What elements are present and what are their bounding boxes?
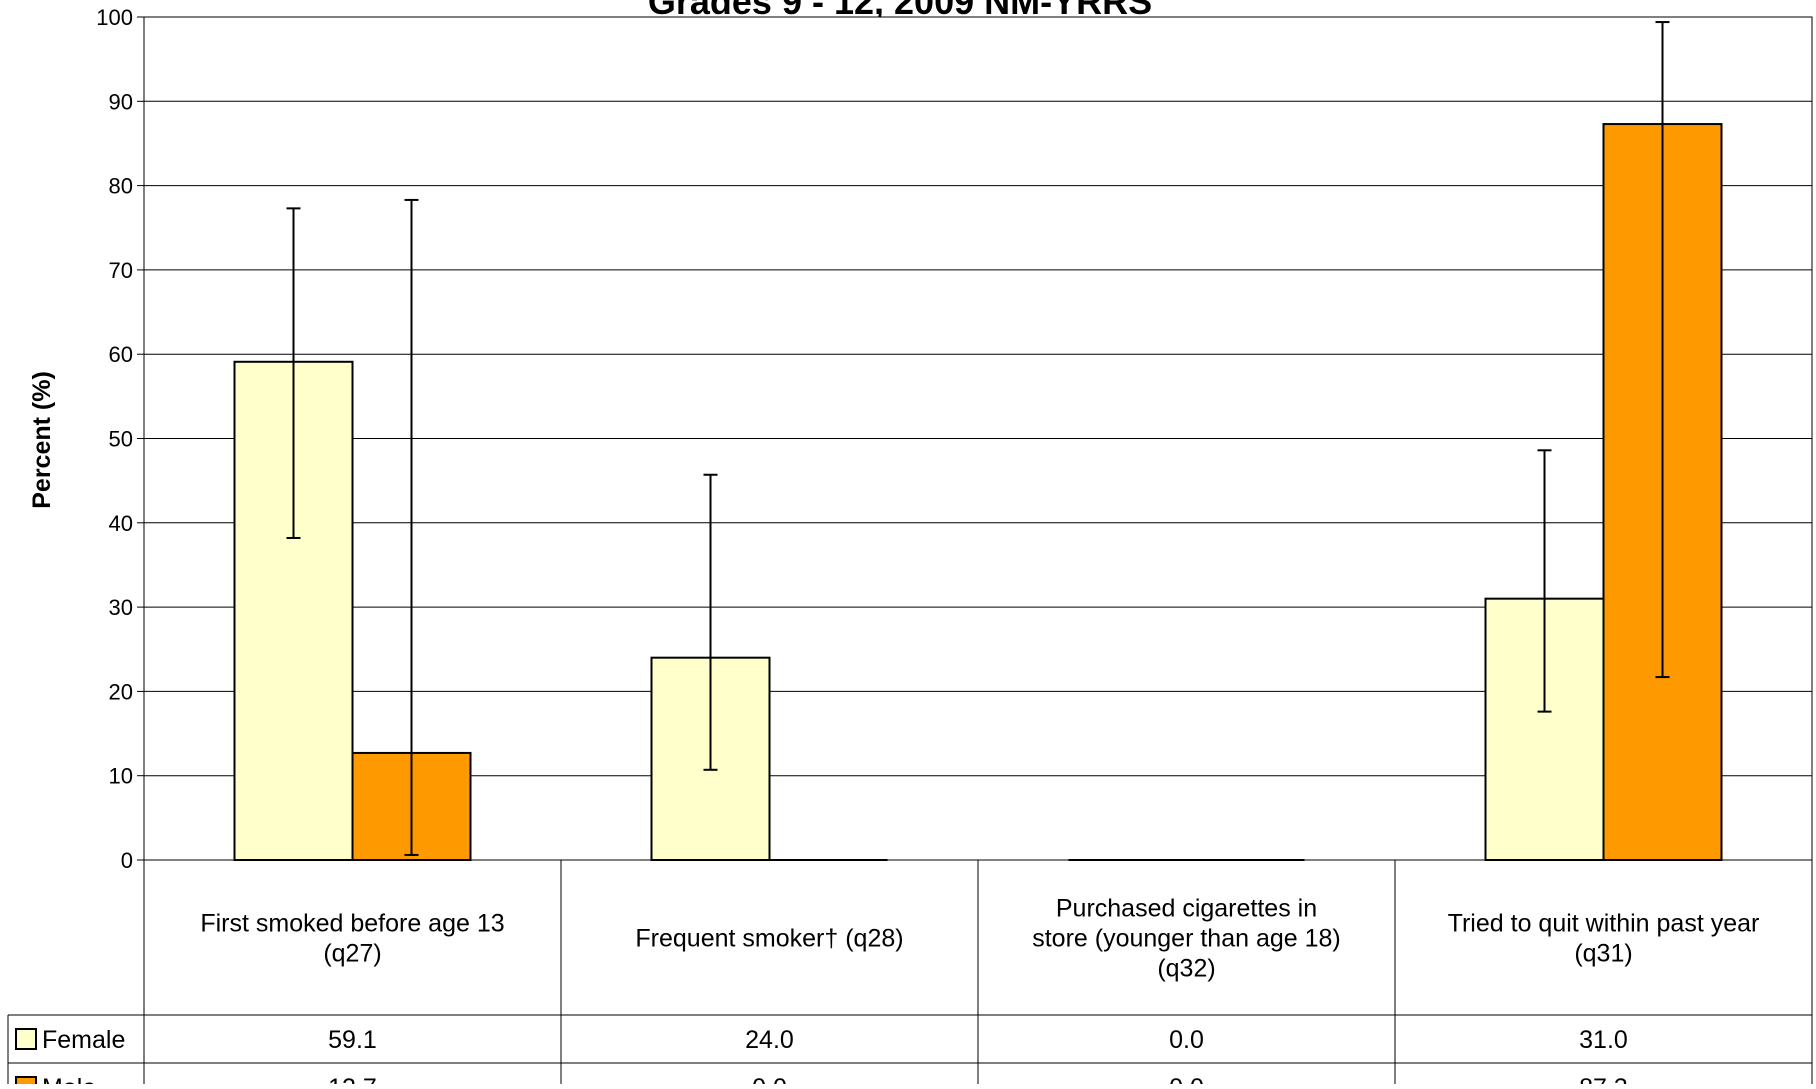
data-table: First smoked before age 13(q27) Frequent …	[7, 860, 1813, 1089]
y-axis-label: Percent (%)	[28, 371, 56, 509]
category-label: First smoked before age 13	[200, 910, 504, 938]
y-tick-label: 30	[109, 595, 133, 620]
y-tick-label: 60	[109, 342, 133, 367]
category-label: (q31)	[1574, 940, 1632, 968]
legend-key-male	[15, 1076, 37, 1089]
y-tick-label: 10	[109, 764, 133, 789]
data-label: 0.0	[1169, 1026, 1204, 1054]
y-tick-label: 70	[109, 258, 133, 283]
legend-label-female: Female	[42, 1026, 125, 1054]
category-label: Frequent smoker† (q28)	[635, 925, 903, 953]
data-label: 12.7	[328, 1074, 377, 1084]
error-bars	[286, 21, 1670, 856]
data-label: 87.3	[1579, 1074, 1628, 1084]
y-tick-label: 20	[109, 679, 133, 704]
data-label: 24.0	[745, 1026, 794, 1054]
legend-label-male: Male	[42, 1074, 96, 1084]
y-tick-label: 80	[109, 174, 133, 199]
category-label: (q27)	[323, 940, 381, 968]
data-label: 59.1	[328, 1026, 377, 1054]
y-tick-label: 100	[96, 5, 133, 30]
category-label: Tried to quit within past year	[1448, 910, 1760, 938]
category-label: (q32)	[1157, 955, 1215, 983]
data-label: 0.0	[752, 1074, 787, 1084]
legend-key-female	[15, 1028, 37, 1050]
y-tick-label: 0	[121, 848, 133, 873]
category-label: store (younger than age 18)	[1032, 925, 1341, 953]
y-tick-label: 90	[109, 89, 133, 114]
category-label: Purchased cigarettes in	[1056, 895, 1317, 923]
data-label: 0.0	[1169, 1074, 1204, 1084]
y-tick-label: 40	[109, 511, 133, 536]
data-label: 31.0	[1579, 1026, 1628, 1054]
y-tick-label: 50	[109, 427, 133, 452]
axes: 0 10 20 30 40 50 60 70 80 90 100	[96, 5, 144, 873]
